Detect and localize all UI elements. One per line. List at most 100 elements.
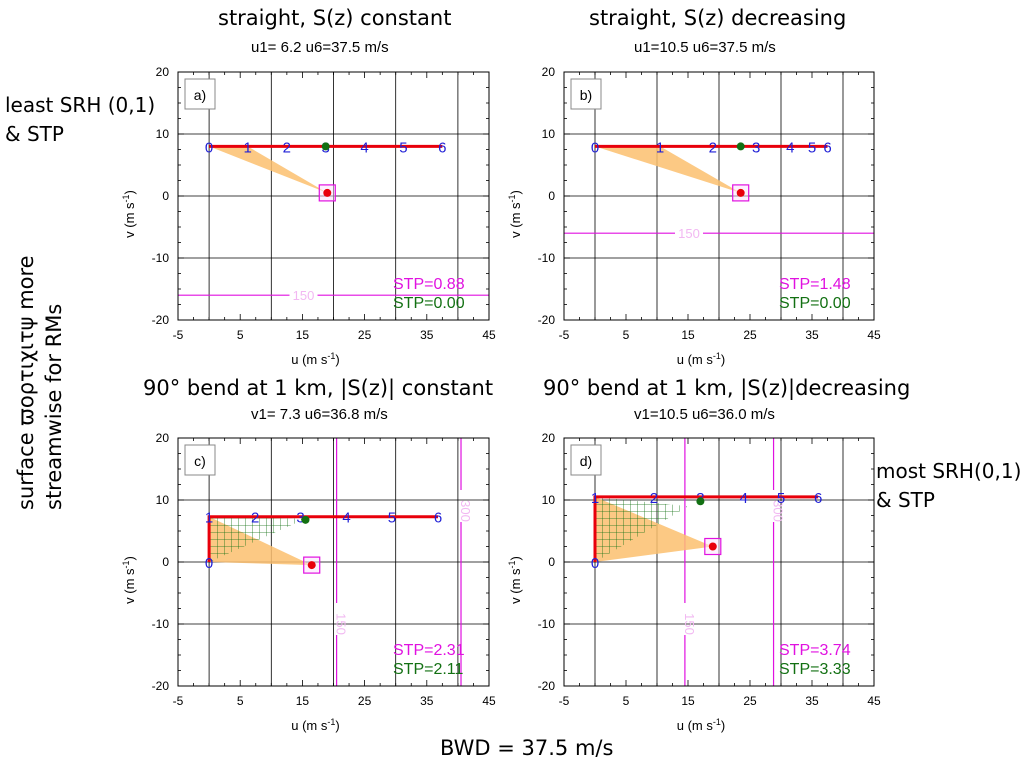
x-tick-label: -5 bbox=[173, 328, 184, 342]
y-tick-label: 20 bbox=[542, 431, 556, 445]
height-label: 0 bbox=[591, 139, 599, 156]
contour-label: 300 bbox=[458, 500, 473, 522]
left-note-line1: least SRH (0,1) bbox=[5, 93, 156, 117]
height-label: 6 bbox=[814, 490, 822, 507]
stp-green-label: STP=3.33 bbox=[779, 661, 851, 678]
height-label: 3 bbox=[752, 139, 760, 156]
mean-wind-dot bbox=[301, 515, 310, 524]
y-tick-label: -20 bbox=[152, 679, 170, 693]
x-tick-label: -5 bbox=[559, 328, 570, 342]
y-axis-unit-close: ) bbox=[508, 190, 523, 194]
contour-label: 150 bbox=[334, 613, 349, 635]
height-label: 4 bbox=[786, 139, 794, 156]
y-axis-label: v (m s-1) bbox=[121, 190, 137, 238]
storm-motion-dot bbox=[307, 561, 316, 570]
stp-magenta-label: STP=3.74 bbox=[779, 642, 851, 659]
y-axis-unit-close: ) bbox=[122, 190, 137, 194]
x-axis-unit-exp: -1 bbox=[327, 351, 335, 361]
height-label: 4 bbox=[740, 490, 748, 507]
x-tick-label: 15 bbox=[681, 328, 695, 342]
y-tick-label: 20 bbox=[542, 65, 556, 79]
height-label: 6 bbox=[438, 139, 446, 156]
contour-label: 150 bbox=[678, 226, 700, 241]
height-label: 6 bbox=[434, 510, 442, 527]
footer-bwd: BWD = 37.5 m/s bbox=[440, 736, 614, 760]
contour-label: 300 bbox=[771, 500, 786, 522]
y-axis-unit-close: ) bbox=[122, 556, 137, 560]
y-tick-label: 0 bbox=[548, 189, 555, 203]
storm-motion-dot bbox=[736, 188, 745, 197]
height-label: 1 bbox=[656, 139, 664, 156]
panel-label-box bbox=[570, 444, 602, 476]
height-label: 2 bbox=[283, 139, 291, 156]
storm-motion-dot bbox=[323, 188, 332, 197]
x-tick-label: 25 bbox=[358, 694, 372, 708]
y-tick-label: 10 bbox=[542, 493, 556, 507]
y-tick-label: 0 bbox=[548, 555, 555, 569]
y-tick-label: 0 bbox=[162, 555, 169, 569]
y-tick-label: -20 bbox=[538, 313, 556, 327]
mean-wind-dot bbox=[321, 142, 330, 151]
x-tick-label: 5 bbox=[237, 328, 244, 342]
y-tick-label: 20 bbox=[156, 431, 170, 445]
height-label: 3 bbox=[296, 510, 304, 527]
x-tick-label: 5 bbox=[237, 694, 244, 708]
panel-label-box bbox=[184, 78, 216, 110]
height-label: 0 bbox=[591, 555, 599, 572]
x-tick-label: 45 bbox=[482, 694, 496, 708]
height-label: 2 bbox=[709, 139, 717, 156]
x-axis-unit-close: ) bbox=[721, 352, 725, 367]
hodograph-line bbox=[593, 495, 819, 562]
x-axis-unit-exp: -1 bbox=[713, 717, 721, 727]
height-label: 0 bbox=[205, 139, 213, 156]
height-label: 6 bbox=[823, 139, 831, 156]
plot-frame bbox=[177, 437, 490, 687]
left-note: least SRH (0,1) & STP bbox=[5, 91, 155, 149]
y-axis-label: v (m s-1) bbox=[121, 556, 137, 604]
plot-frame bbox=[177, 71, 490, 321]
panel-b-title: straight, S(z) decreasing bbox=[589, 6, 847, 30]
stp-green-label: STP=2.11 bbox=[393, 661, 464, 678]
height-label: 5 bbox=[388, 510, 396, 527]
x-tick-label: 5 bbox=[623, 328, 630, 342]
height-label: 1 bbox=[591, 490, 599, 507]
height-label: 5 bbox=[808, 139, 816, 156]
height-label: 2 bbox=[650, 490, 658, 507]
contour-label: 150 bbox=[682, 613, 697, 635]
y-axis-label: v (m s-1) bbox=[507, 190, 523, 238]
mean-wind-dot bbox=[696, 497, 705, 506]
y-tick-label: -10 bbox=[152, 251, 170, 265]
x-tick-label: 35 bbox=[805, 694, 819, 708]
panel-label: c) bbox=[194, 453, 206, 469]
right-note-line2: & STP bbox=[876, 488, 935, 512]
y-tick-label: 10 bbox=[156, 493, 170, 507]
x-tick-label: 25 bbox=[743, 694, 757, 708]
y-tick-label: 20 bbox=[156, 65, 170, 79]
panel-b-subtitle: u1=10.5 u6=37.5 m/s bbox=[634, 39, 776, 56]
height-label: 5 bbox=[777, 490, 785, 507]
panel-d-subtitle: v1=10.5 u6=36.0 m/s bbox=[634, 406, 775, 423]
x-tick-label: -5 bbox=[173, 694, 184, 708]
panel-a-title: straight, S(z) constant bbox=[218, 6, 452, 30]
contour-label: 150 bbox=[293, 288, 315, 303]
x-axis-unit-close: ) bbox=[721, 718, 725, 733]
x-tick-label: 15 bbox=[296, 328, 310, 342]
x-tick-label: 45 bbox=[867, 694, 881, 708]
panel-a-subtitle: u1= 6.2 u6=37.5 m/s bbox=[251, 39, 389, 56]
x-axis-unit-close: ) bbox=[335, 718, 339, 733]
y-tick-label: -10 bbox=[538, 617, 556, 631]
y-tick-label: 10 bbox=[542, 127, 556, 141]
height-label: 1 bbox=[243, 139, 251, 156]
y-tick-label: -20 bbox=[152, 313, 170, 327]
x-tick-label: 45 bbox=[482, 328, 496, 342]
panel-label: d) bbox=[580, 453, 592, 469]
right-note: most SRH(0,1) & STP bbox=[876, 457, 1021, 515]
streamwise-hatched-area bbox=[209, 516, 306, 562]
plot-frame bbox=[563, 437, 875, 687]
panel-label-box bbox=[184, 444, 216, 476]
height-label: 4 bbox=[342, 510, 350, 527]
panel-label: a) bbox=[194, 87, 206, 103]
